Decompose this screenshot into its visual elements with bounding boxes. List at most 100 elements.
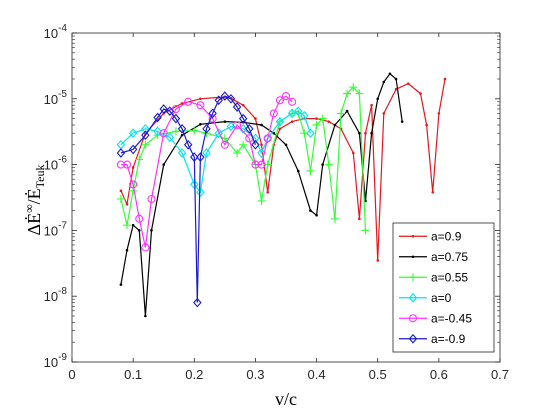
data-point [177, 148, 187, 158]
data-point [159, 104, 168, 114]
data-point [288, 97, 297, 106]
x-axis-label: v/c [275, 389, 297, 409]
data-point [425, 123, 428, 127]
y-tick-label: 10-7 [44, 220, 68, 238]
data-point [394, 77, 398, 81]
data-point [324, 160, 333, 169]
data-point [364, 131, 367, 135]
data-point [199, 122, 202, 126]
data-point [400, 120, 404, 123]
x-tick-label: 0.5 [369, 367, 387, 382]
data-point [123, 221, 132, 230]
data-point [196, 101, 205, 110]
data-point [431, 190, 435, 194]
data-point [263, 134, 272, 143]
data-point [321, 163, 324, 166]
data-point [245, 123, 254, 134]
x-tick-label: 0.3 [246, 367, 264, 382]
data-point [239, 140, 248, 149]
data-point [150, 229, 153, 232]
data-point [180, 102, 184, 105]
data-point [408, 333, 418, 344]
y-tick-label: 10-4 [44, 23, 68, 41]
data-point [171, 113, 181, 124]
data-point [260, 123, 263, 127]
data-point [409, 273, 417, 282]
x-tick-label: 0.2 [185, 367, 203, 382]
data-point [171, 127, 180, 136]
data-point [318, 114, 327, 123]
data-point [220, 140, 229, 149]
data-point [408, 314, 418, 323]
data-point [141, 123, 150, 134]
data-point [364, 199, 367, 203]
data-point [349, 83, 358, 92]
data-point [351, 151, 355, 155]
data-point [388, 72, 392, 76]
data-point [358, 131, 361, 135]
data-point [125, 248, 129, 252]
data-point [214, 95, 223, 106]
data-point [233, 120, 242, 130]
data-point [129, 180, 138, 189]
data-point [233, 149, 242, 158]
data-point [159, 129, 168, 138]
data-point [193, 297, 202, 308]
data-point [312, 120, 321, 129]
series-a=-0.45 [116, 92, 297, 252]
data-point [196, 152, 205, 162]
data-point [411, 255, 415, 259]
data-point [238, 113, 248, 124]
data-point [300, 111, 309, 121]
data-point [257, 160, 266, 169]
data-point [361, 226, 370, 235]
data-point [202, 123, 211, 134]
data-point [162, 163, 166, 166]
data-point [135, 214, 144, 223]
x-tick-label: 0 [68, 367, 75, 382]
data-point [330, 214, 339, 223]
axes-frame [71, 32, 501, 363]
data-point [135, 155, 144, 164]
data-point [141, 140, 150, 149]
data-point [190, 126, 199, 135]
data-point [122, 160, 132, 169]
data-point [254, 117, 257, 120]
data-point [144, 314, 147, 318]
legend-label: a=-0.9 [431, 332, 466, 346]
series-a=0.75 [119, 72, 404, 318]
data-point [177, 123, 187, 134]
legend-entry: a=0 [399, 291, 452, 305]
data-point [315, 117, 318, 120]
data-point [220, 91, 230, 101]
x-tick-label: 0.7 [491, 367, 509, 382]
data-point [116, 148, 126, 158]
data-point [184, 97, 193, 106]
data-point [281, 92, 291, 101]
legend-box [392, 222, 495, 353]
data-point [337, 109, 346, 118]
data-point [137, 229, 141, 232]
data-point [260, 143, 263, 147]
series-a=0 [116, 106, 315, 198]
legend-entry: a=-0.9 [399, 332, 466, 346]
data-point [141, 243, 150, 252]
series-layer [116, 72, 447, 318]
data-point [257, 196, 266, 205]
data-point [382, 112, 386, 115]
legend-entry: a=-0.45 [399, 311, 472, 325]
data-point [355, 89, 364, 98]
legend-label: a=0.9 [431, 229, 462, 243]
y-tick-label: 10-6 [44, 155, 68, 173]
data-point [437, 112, 441, 115]
data-point [394, 87, 398, 91]
data-point [358, 217, 361, 221]
data-point [208, 114, 217, 123]
x-tick-label: 0.1 [124, 367, 142, 382]
data-point [199, 97, 202, 101]
data-point [165, 106, 175, 116]
data-point [251, 139, 260, 150]
data-point [128, 128, 138, 139]
series-line [120, 95, 293, 248]
data-point [275, 116, 285, 127]
